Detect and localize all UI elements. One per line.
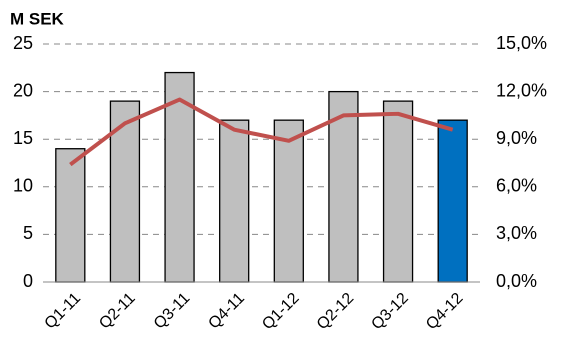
y-tick-label: 20 [13, 80, 33, 100]
x-tick-label: Q4-12 [423, 290, 467, 334]
bar [328, 90, 359, 283]
bar [382, 100, 414, 283]
bar [219, 119, 250, 283]
bar [164, 71, 195, 283]
line [69, 97, 454, 167]
x-tick-label: Q2-11 [96, 290, 139, 333]
y-tick-label: 5 [23, 223, 33, 243]
y-axis-unit: M SEK [10, 9, 65, 28]
y-tick-label: 25 [13, 33, 33, 53]
x-tick-label: Q3-11 [151, 290, 194, 333]
bar [437, 119, 468, 283]
y-tick-label: 10 [13, 176, 33, 196]
x-tick-label: Q2-12 [314, 290, 358, 334]
x-tick-label: Q4-11 [205, 290, 248, 333]
x-tick-label: Q1-12 [259, 290, 303, 334]
bar [109, 100, 141, 283]
y-tick-label: 0 [23, 271, 33, 291]
y2-tick-label: 6,0% [496, 176, 537, 196]
y-tick-label: 15 [13, 128, 33, 148]
y2-tick-label: 3,0% [496, 223, 537, 243]
y2-tick-label: 15,0% [496, 33, 547, 53]
bar [55, 148, 86, 283]
x-tick-label: Q1-11 [41, 290, 84, 333]
y2-tick-label: 0,0% [496, 271, 537, 291]
y2-tick-label: 9,0% [496, 128, 537, 148]
y2-tick-label: 12,0% [496, 80, 547, 100]
bar [273, 119, 304, 283]
x-tick-label: Q3-12 [368, 290, 412, 334]
